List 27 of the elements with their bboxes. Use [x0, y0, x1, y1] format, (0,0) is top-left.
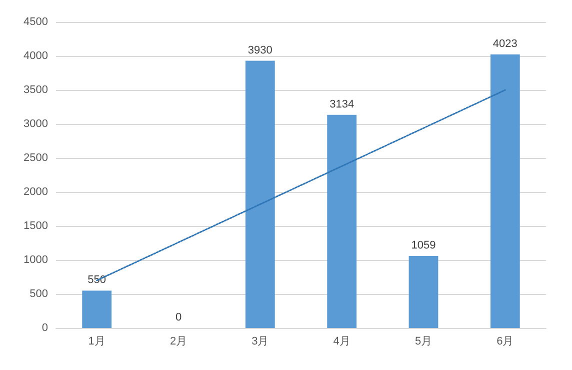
- data-label: 550: [88, 274, 106, 286]
- data-label: 4023: [492, 38, 518, 50]
- y-tick-label: 1000: [24, 254, 48, 266]
- x-tick-label: 5月: [414, 336, 432, 348]
- x-tick-label: 1月: [88, 336, 106, 348]
- x-tick-label: 2月: [170, 336, 188, 348]
- y-tick-label: 2500: [24, 152, 48, 164]
- y-tick-label: 0: [42, 322, 48, 334]
- bar: [82, 290, 112, 328]
- y-tick-label: 3000: [24, 118, 48, 130]
- bar: [490, 54, 520, 328]
- y-tick-label: 1500: [24, 220, 48, 232]
- data-label: 1059: [411, 239, 436, 252]
- y-tick-label: 2000: [24, 186, 48, 198]
- y-tick-label: 4000: [24, 50, 48, 62]
- y-tick-label: 4500: [24, 16, 48, 28]
- bar: [408, 256, 438, 328]
- y-tick-label: 3500: [24, 84, 48, 96]
- x-tick-label: 6月: [496, 336, 514, 348]
- data-label: 0: [175, 312, 182, 324]
- x-tick-label: 3月: [252, 336, 269, 348]
- bar: [245, 60, 275, 328]
- bar: [327, 114, 357, 328]
- y-tick-label: 500: [30, 288, 48, 300]
- x-tick-label: 4月: [333, 336, 350, 348]
- data-label: 3134: [330, 98, 354, 110]
- data-label: 3930: [248, 44, 272, 56]
